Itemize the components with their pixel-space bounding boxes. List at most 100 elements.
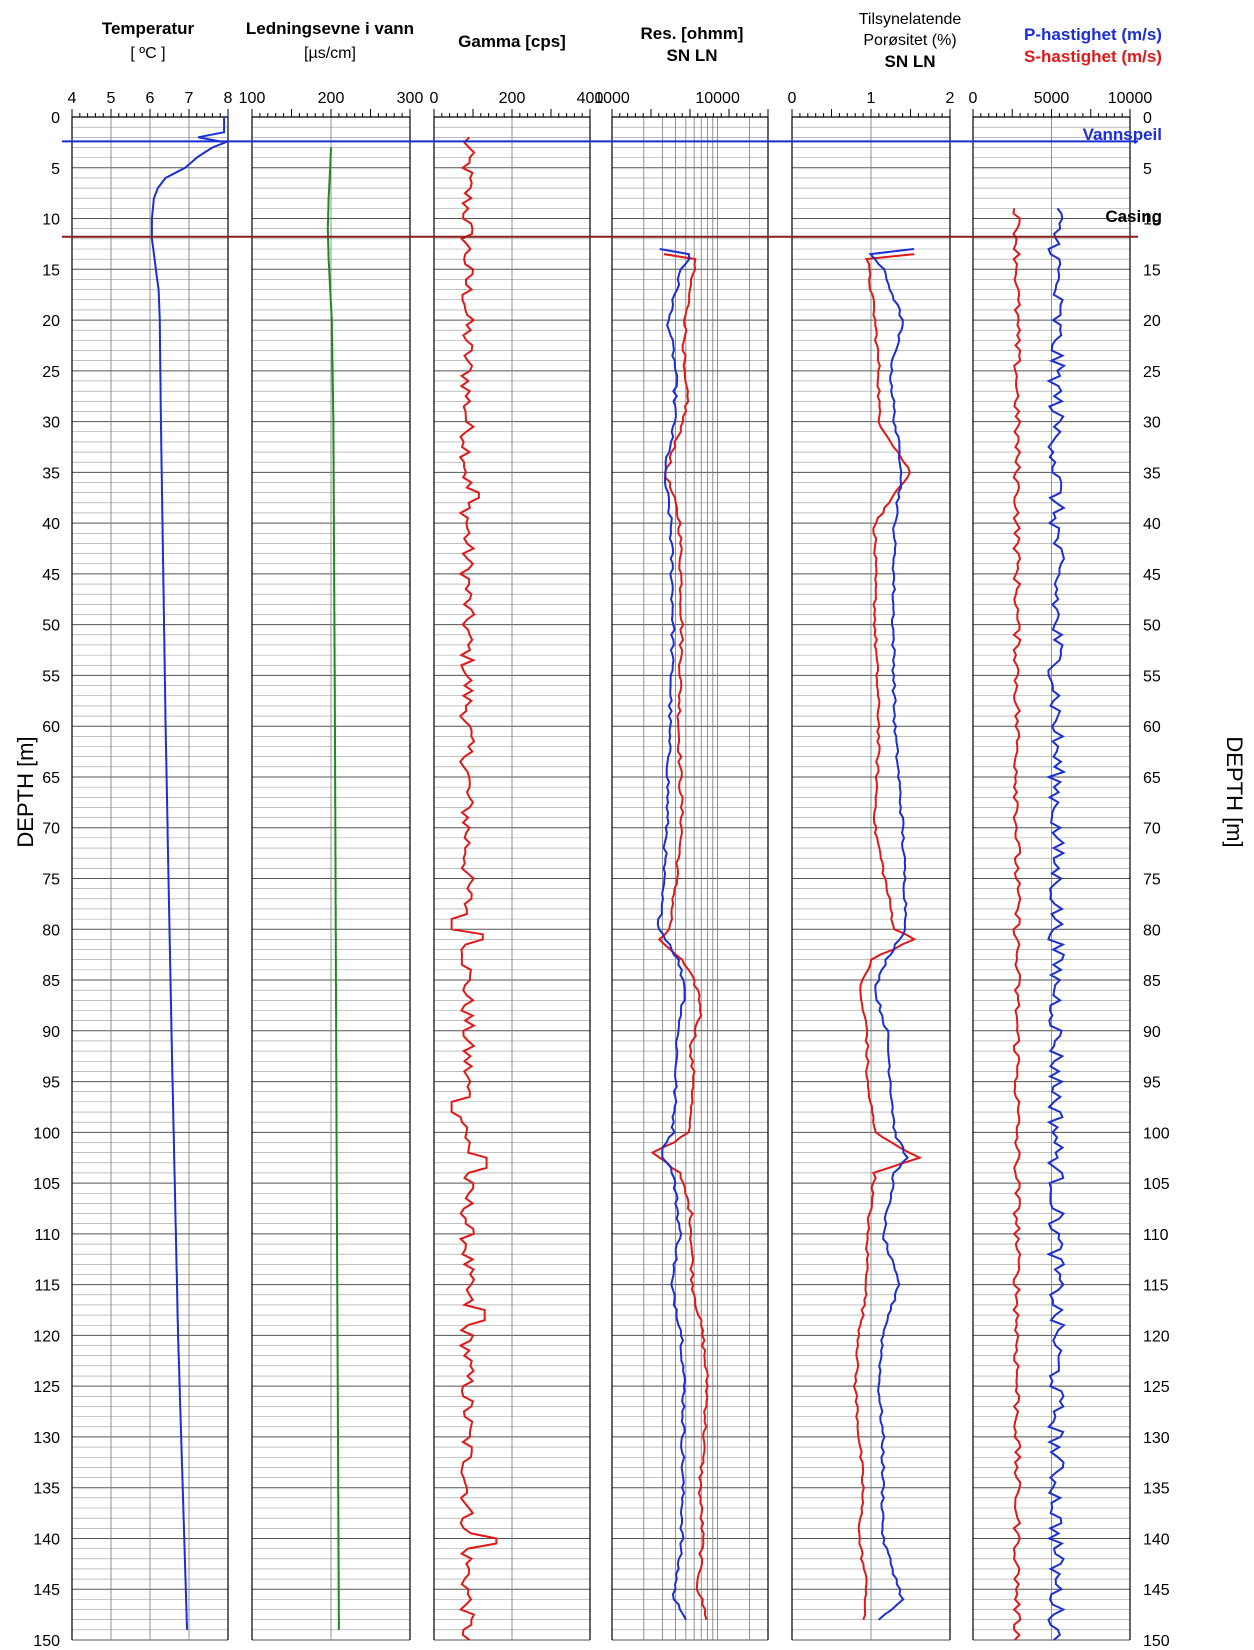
x-tick-label: 100 [239, 90, 266, 107]
depth-tick-label-right: 90 [1143, 1024, 1161, 1041]
curve-resistivity-ln [656, 248, 691, 1621]
x-tick-label: 1000 [594, 90, 630, 107]
depth-tick-label-right: 115 [1143, 1278, 1169, 1295]
depth-tick-label-left: 55 [42, 668, 60, 685]
depth-tick-label-left: 80 [42, 922, 60, 939]
depth-tick-label-left: 140 [33, 1531, 60, 1548]
depth-tick-label-left: 25 [42, 364, 60, 381]
curve-velocity-s-hastighet-m-s [1012, 208, 1022, 1641]
depth-tick-label-left: 150 [33, 1633, 60, 1650]
depth-axis-label-right: DEPTH [m] [1222, 736, 1247, 847]
depth-tick-label-left: 40 [42, 516, 60, 533]
depth-tick-label-left: 75 [42, 872, 60, 889]
depth-tick-label-left: 120 [33, 1328, 60, 1345]
casing-label: Casing [1105, 207, 1162, 226]
depth-tick-label-right: 75 [1143, 872, 1161, 889]
x-tick-label: 0 [969, 90, 978, 107]
curve-temperature [150, 117, 230, 1630]
depth-tick-label-right: 5 [1143, 161, 1152, 178]
temperature-unit: [ ºC ] [130, 45, 165, 62]
depth-tick-label-left: 135 [33, 1481, 60, 1498]
depth-tick-label-left: 145 [33, 1582, 60, 1599]
depth-tick-label-left: 130 [33, 1430, 60, 1447]
x-tick-label: 1 [867, 90, 876, 107]
depth-tick-label-left: 115 [34, 1278, 60, 1295]
depth-tick-label-left: 125 [33, 1379, 60, 1396]
track-temperature: 4 5 6 7 8 [68, 90, 233, 1641]
depth-tick-label-right: 145 [1143, 1582, 1170, 1599]
curve-gamma [450, 136, 498, 1641]
x-tick-label: 8 [224, 90, 233, 107]
depth-tick-label-right: 120 [1143, 1328, 1170, 1345]
depth-tick-label-left: 100 [33, 1125, 60, 1142]
x-tick-label: 0 [430, 90, 439, 107]
depth-tick-label-right: 80 [1143, 922, 1161, 939]
depth-tick-label-left: 110 [34, 1227, 60, 1244]
depth-tick-label-left: 65 [42, 770, 60, 787]
depth-tick-label-left: 70 [42, 821, 60, 838]
porosity-unit: Porøsitet (%) [863, 32, 956, 49]
curve-porosity-sn [852, 253, 923, 1621]
depth-tick-label-right: 40 [1143, 516, 1161, 533]
depth-tick-label-right: 10 [1143, 212, 1161, 229]
depth-tick-label-right: 130 [1143, 1430, 1170, 1447]
conductivity-title: Ledningsevne i vann [246, 19, 414, 38]
depth-tick-label-left: 45 [42, 567, 60, 584]
depth-tick-label-right: 105 [1143, 1176, 1170, 1193]
x-tick-label: 5000 [1034, 90, 1070, 107]
depth-tick-label-right: 140 [1143, 1531, 1170, 1548]
x-tick-label: 10000 [695, 90, 740, 107]
depth-tick-label-left: 85 [42, 973, 60, 990]
annotations: Vannspeil Casing [1083, 125, 1162, 226]
depth-tick-label-right: 0 [1143, 110, 1152, 127]
x-tick-label: 5 [107, 90, 116, 107]
x-tick-label: 200 [499, 90, 526, 107]
track-porosity: 0 1 2 [788, 90, 955, 1641]
track-headers: Temperatur [ ºC ] Ledningsevne i vann [µ… [102, 11, 1162, 71]
resistivity-legend: SN LN [667, 46, 718, 65]
depth-tick-label-left: 95 [42, 1075, 60, 1092]
depth-tick-label-right: 20 [1143, 313, 1161, 330]
water-table-label: Vannspeil [1083, 125, 1162, 144]
resistivity-title: Res. [ohmm] [641, 24, 744, 43]
depth-tick-label-right: 135 [1143, 1481, 1170, 1498]
x-tick-label: 200 [318, 90, 345, 107]
depth-tick-label-right: 35 [1143, 465, 1161, 482]
depth-axis-label-left: DEPTH [m] [13, 736, 38, 847]
porosity-legend: SN LN [885, 52, 936, 71]
depth-tick-label-left: 35 [42, 465, 60, 482]
depth-tick-label-right: 25 [1143, 364, 1161, 381]
depth-tick-label-left: 105 [33, 1176, 60, 1193]
depth-tick-label-left: 30 [42, 415, 60, 432]
s-velocity-legend: S-hastighet (m/s) [1024, 47, 1162, 66]
depth-tick-label-left: 5 [51, 161, 60, 178]
curve-velocity-p-hastighet-m-s [1045, 207, 1067, 1641]
depth-tick-label-left: 15 [42, 262, 60, 279]
x-tick-label: 7 [185, 90, 194, 107]
x-tick-label: 400 [577, 90, 604, 107]
conductivity-unit: [µs/cm] [304, 45, 356, 62]
p-velocity-legend: P-hastighet (m/s) [1024, 25, 1162, 44]
curve-resistivity-sn [650, 253, 709, 1621]
depth-tick-label-left: 0 [51, 110, 60, 127]
curve-porosity-ln [868, 248, 915, 1621]
depth-tick-label-right: 65 [1143, 770, 1161, 787]
depth-tick-label-left: 20 [42, 313, 60, 330]
x-tick-label: 10000 [1108, 90, 1153, 107]
x-tick-label: 0 [788, 90, 797, 107]
depth-tick-label-right: 125 [1143, 1379, 1170, 1396]
depth-tick-label-right: 55 [1143, 668, 1161, 685]
x-tick-label: 300 [397, 90, 424, 107]
track-resistivity: 1000 10000 [594, 90, 769, 1641]
track-velocity: 0 5000 10000 [969, 90, 1153, 1641]
depth-tick-label-left: 90 [42, 1024, 60, 1041]
depth-tick-label-right: 15 [1143, 262, 1161, 279]
track-conductivity: 100 200 300 [239, 90, 424, 1641]
x-tick-label: 2 [946, 90, 955, 107]
depth-tick-label-right: 85 [1143, 973, 1161, 990]
depth-tick-label-right: 70 [1143, 821, 1161, 838]
depth-tick-label-left: 50 [42, 618, 60, 635]
x-tick-label: 6 [146, 90, 155, 107]
